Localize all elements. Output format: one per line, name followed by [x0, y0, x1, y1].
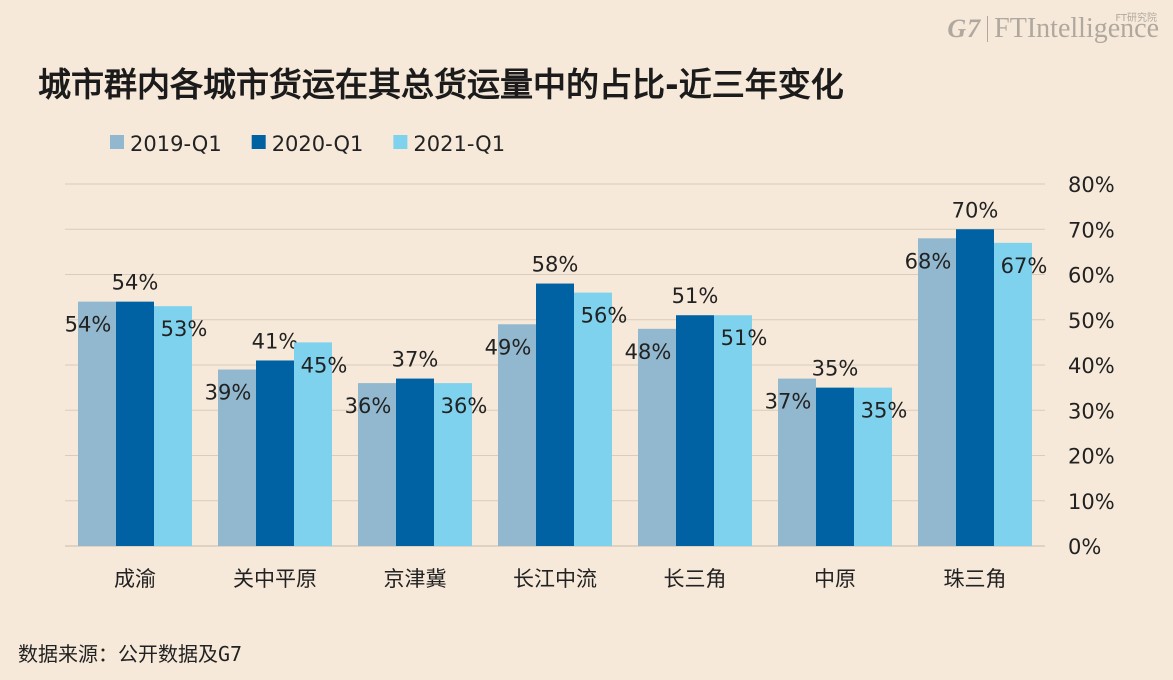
data-label: 35% [812, 357, 859, 381]
data-label: 35% [861, 399, 908, 423]
y-tick-label: 50% [1068, 309, 1115, 333]
bar [854, 387, 892, 546]
brand-divider [987, 16, 989, 42]
x-tick-label: 长江中流 [513, 567, 597, 591]
data-label: 67% [1001, 254, 1048, 278]
bar [116, 301, 154, 546]
brand-ft-sub: FT研究院 [1115, 13, 1157, 24]
x-tick-label: 中原 [814, 567, 856, 591]
legend-swatch [110, 135, 124, 149]
bar [536, 283, 574, 546]
source-note: 数据来源：公开数据及G7 [18, 642, 243, 666]
brand-g7: G7 [947, 14, 982, 43]
legend-swatch [251, 135, 266, 149]
brand-logo: G7 FTIntelligence FT研究院 [947, 13, 1159, 44]
bar [396, 378, 434, 546]
data-label: 36% [345, 394, 392, 418]
chart-title: 城市群内各城市货运在其总货运量中的占比-近三年变化 [38, 65, 844, 104]
bar [994, 242, 1032, 546]
y-tick-label: 0% [1068, 535, 1101, 559]
y-tick-label: 30% [1068, 399, 1115, 423]
bar [434, 383, 472, 546]
data-label: 58% [532, 253, 579, 277]
data-label: 54% [65, 313, 112, 337]
bar [676, 315, 714, 546]
data-label: 51% [721, 326, 768, 350]
data-label: 36% [441, 394, 488, 418]
legend-label: 2021-Q1 [413, 132, 505, 156]
x-tick-label: 京津冀 [384, 567, 447, 591]
data-label: 70% [952, 198, 999, 222]
bar [918, 238, 956, 547]
x-tick-label: 关中平原 [233, 567, 317, 591]
legend-swatch [393, 135, 408, 149]
x-tick-label: 长三角 [664, 567, 727, 591]
data-label: 54% [112, 271, 159, 295]
data-label: 68% [905, 249, 952, 273]
data-label: 48% [625, 340, 672, 364]
bar [358, 383, 396, 546]
y-tick-label: 60% [1068, 264, 1115, 288]
legend-label: 2019-Q1 [130, 132, 222, 156]
data-label: 41% [252, 329, 299, 353]
bar [638, 328, 676, 546]
bar [154, 306, 192, 546]
data-label: 37% [392, 348, 439, 372]
bar [714, 315, 752, 546]
bar [778, 378, 816, 546]
x-tick-label: 成渝 [114, 567, 156, 591]
bar [574, 292, 612, 546]
bar [816, 387, 854, 546]
legend-label: 2020-Q1 [272, 132, 364, 156]
bar [498, 324, 536, 546]
data-label: 49% [485, 335, 532, 359]
bar [294, 342, 332, 546]
bar [78, 301, 116, 546]
data-label: 51% [672, 284, 719, 308]
y-tick-label: 10% [1068, 490, 1115, 514]
y-tick-label: 70% [1068, 218, 1115, 242]
bar [218, 369, 256, 546]
y-tick-label: 40% [1068, 354, 1115, 378]
bar [256, 360, 294, 546]
bar [956, 229, 994, 546]
brand-ft-text: FTIntelligence [994, 13, 1159, 44]
brand-ft-intelligence: FTIntelligence FT研究院 [994, 13, 1159, 44]
data-label: 53% [161, 317, 208, 341]
y-tick-label: 80% [1068, 173, 1115, 197]
y-tick-label: 20% [1068, 445, 1115, 469]
x-tick-label: 珠三角 [944, 567, 1007, 591]
data-label: 39% [205, 381, 252, 405]
data-label: 56% [581, 304, 628, 328]
data-label: 45% [301, 353, 348, 377]
data-label: 37% [765, 390, 812, 414]
